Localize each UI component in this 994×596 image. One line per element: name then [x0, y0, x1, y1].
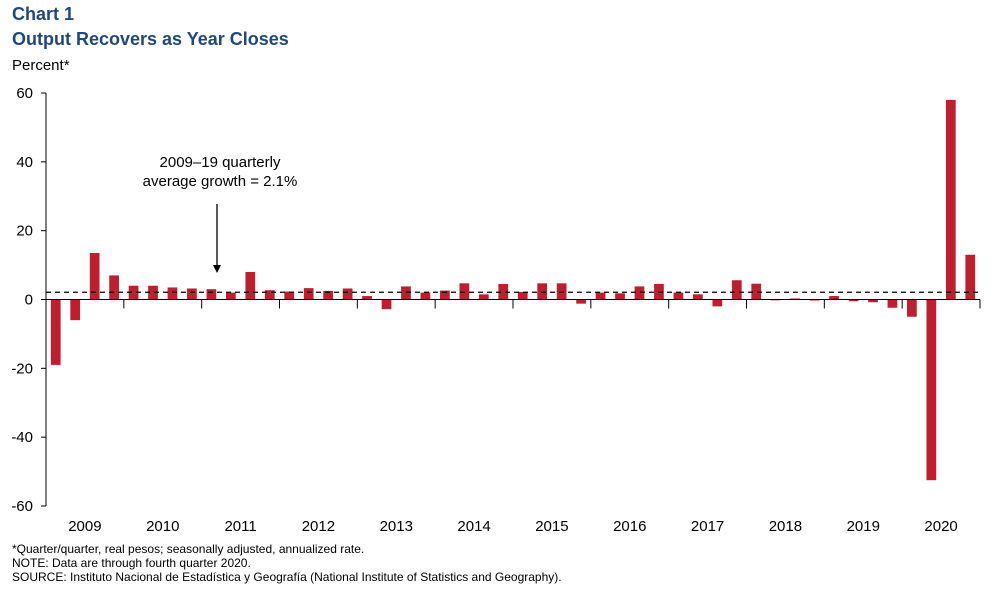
bar-2017Q2: [692, 294, 703, 300]
bar-2016Q1: [595, 292, 606, 300]
bar-2013Q2: [381, 299, 392, 310]
y-tick-label: 0: [25, 292, 33, 309]
x-axis: 2009 2010 2011 2012 2013 2014 2015 2016 2017 2018…: [45, 299, 981, 535]
bar-2016Q2: [615, 293, 625, 300]
x-tick-label-2016: 2016: [613, 518, 646, 535]
bar-2011Q4: [264, 290, 275, 300]
bar-2018Q1: [751, 283, 762, 300]
bar-2019Q4: [887, 299, 898, 308]
x-tick-label-2020: 2020: [924, 518, 957, 535]
bar-2020Q4: [965, 254, 976, 300]
annotation: 2009–19 quarterly average growth = 2.1%: [143, 154, 298, 273]
x-tick-label-2014: 2014: [457, 518, 490, 535]
footnote-definition: *Quarter/quarter, real pesos; seasonally…: [12, 542, 365, 556]
bar-2020Q2: [926, 299, 937, 481]
x-tick-label-2018: 2018: [769, 518, 802, 535]
bar-2014Q1: [440, 290, 450, 300]
bar-2015Q3: [556, 283, 567, 300]
y-tick-label: 40: [16, 154, 33, 171]
y-tick-label: 20: [16, 223, 33, 240]
x-tick-label-2009: 2009: [68, 518, 101, 535]
bar-2015Q4: [576, 299, 586, 304]
bar-2013Q3: [401, 286, 411, 300]
bar-2012Q4: [342, 288, 353, 300]
bar-2017Q1: [673, 292, 684, 300]
bar-2009Q3: [89, 253, 100, 300]
bar-2020Q3: [945, 99, 956, 300]
bar-2013Q1: [362, 296, 372, 300]
chart-label: Chart 1: [12, 4, 75, 24]
bar-2014Q2: [459, 283, 470, 300]
y-tick-label: -20: [11, 360, 33, 377]
annotation-line-1: 2009–19 quarterly: [160, 154, 281, 171]
bar-2019Q2: [848, 299, 859, 302]
bar-2010Q3: [167, 287, 178, 300]
bar-2009Q1: [50, 299, 61, 365]
bar-2012Q2: [303, 288, 314, 300]
annotation-arrow-head: [213, 265, 221, 273]
bar-2015Q2: [537, 283, 548, 300]
bar-2017Q3: [712, 299, 723, 307]
bar-2012Q3: [323, 290, 334, 300]
bar-2010Q1: [128, 285, 139, 300]
bar-2019Q1: [829, 296, 839, 300]
bar-series: [50, 99, 976, 481]
bar-2020Q1: [907, 299, 917, 317]
chart-title: Output Recovers as Year Closes: [12, 29, 289, 49]
bar-2015Q1: [517, 291, 528, 300]
bar-2011Q3: [245, 271, 256, 300]
bar-2017Q4: [731, 280, 742, 300]
bar-2018Q4: [809, 299, 820, 301]
x-tick-label-2019: 2019: [847, 518, 880, 535]
bar-2019Q3: [868, 299, 878, 303]
x-tick-label-2013: 2013: [380, 518, 413, 535]
x-tick-label-2017: 2017: [691, 518, 724, 535]
footnote-source: SOURCE: Instituto Nacional de Estadístic…: [12, 570, 562, 584]
bar-2010Q4: [187, 288, 197, 300]
bar-2018Q3: [790, 298, 801, 300]
bar-2014Q3: [478, 294, 489, 300]
x-tick-label-2012: 2012: [302, 518, 335, 535]
footnote-note: NOTE: Data are through fourth quarter 20…: [12, 556, 251, 570]
y-axis-unit-label: Percent*: [12, 57, 70, 74]
x-tick-label-2011: 2011: [224, 518, 256, 535]
bar-2012Q1: [284, 291, 295, 300]
annotation-line-2: average growth = 2.1%: [143, 173, 298, 190]
bar-2013Q4: [420, 292, 431, 300]
bar-2009Q2: [70, 299, 81, 321]
x-tick-label-2010: 2010: [146, 518, 179, 535]
x-tick-label-2015: 2015: [535, 518, 568, 535]
bar-2014Q4: [498, 284, 509, 300]
y-axis: 60 40 20 0 -20 -40 -60: [11, 85, 47, 515]
y-tick-label: 60: [16, 85, 33, 102]
y-tick-label: -40: [11, 429, 33, 446]
bar-2009Q4: [109, 275, 119, 300]
bar-2011Q1: [206, 289, 217, 300]
y-tick-label: -60: [11, 498, 33, 515]
bar-2010Q2: [148, 285, 158, 300]
bar-2011Q2: [225, 292, 236, 300]
bar-2016Q3: [634, 286, 645, 300]
